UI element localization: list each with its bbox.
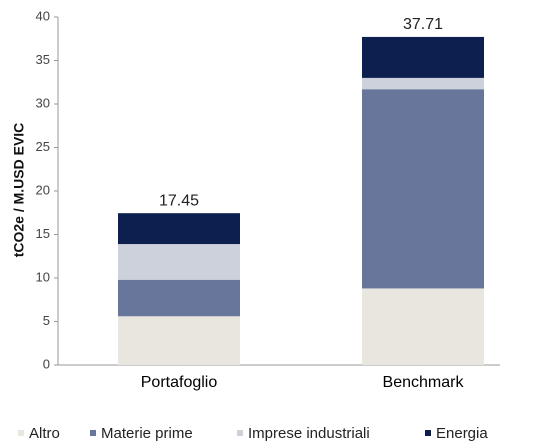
legend-label: Altro xyxy=(29,425,60,441)
legend-swatch xyxy=(237,430,243,436)
total-label: 37.71 xyxy=(403,16,443,33)
legend-label: Energia xyxy=(436,425,488,441)
bar-segment xyxy=(118,316,240,365)
y-axis-label: tCO2e / M.USD EVIC xyxy=(11,123,27,258)
bar-segment xyxy=(362,36,484,78)
bar-segment xyxy=(362,89,484,289)
legend-label: Materie prime xyxy=(101,425,193,441)
x-tick-label: Benchmark xyxy=(383,374,465,391)
y-tick-label: 30 xyxy=(36,95,50,110)
bar-segment xyxy=(362,77,484,90)
y-tick-label: 40 xyxy=(36,8,50,23)
y-tick-label: 20 xyxy=(36,182,50,197)
legend-swatch xyxy=(18,430,24,436)
y-tick-label: 15 xyxy=(36,226,50,241)
total-label: 17.45 xyxy=(159,192,199,209)
x-tick-label: Portafoglio xyxy=(141,374,218,391)
bar-segment xyxy=(362,288,484,365)
bar-segment xyxy=(118,244,240,280)
y-tick-label: 35 xyxy=(36,52,50,67)
bar-segment xyxy=(118,279,240,317)
y-tick-label: 0 xyxy=(43,356,50,371)
bar-segment xyxy=(118,213,240,245)
y-tick-label: 5 xyxy=(43,313,50,328)
legend-label: Imprese industriali xyxy=(248,425,370,441)
legend-swatch xyxy=(90,430,96,436)
legend-swatch xyxy=(425,430,431,436)
y-tick-label: 10 xyxy=(36,269,50,284)
y-tick-label: 25 xyxy=(36,139,50,154)
